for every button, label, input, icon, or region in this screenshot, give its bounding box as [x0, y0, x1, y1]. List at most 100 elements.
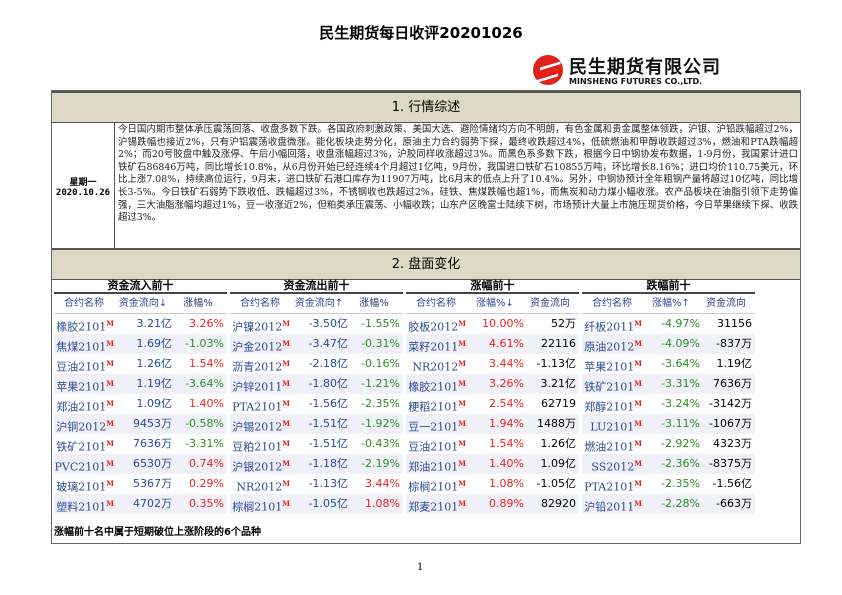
- table-row[interactable]: 郑醇2101M -3.24% -3142万: [582, 394, 755, 414]
- change-pct: -2.19%: [361, 457, 400, 470]
- column-header[interactable]: 合约名称: [240, 298, 280, 309]
- contract-name: LU2101M: [590, 419, 642, 434]
- contract-name: 沪锡2012M: [232, 419, 290, 434]
- table-row[interactable]: 塑料2101M 4702万 0.35%: [54, 494, 227, 514]
- main-contract-marker: M: [634, 479, 642, 488]
- column-header[interactable]: 资金流向↑: [294, 298, 344, 309]
- table-row[interactable]: 沪锌2011M -1.80亿 -1.21%: [230, 374, 403, 394]
- table-row[interactable]: LU2101M -3.11% -1067万: [582, 414, 755, 434]
- table-row[interactable]: 铁矿2101M -3.31% 7636万: [582, 374, 755, 394]
- table-row[interactable]: 棕榈2101M -1.05亿 1.08%: [230, 494, 403, 514]
- change-pct: 3.44%: [489, 357, 524, 370]
- table-row[interactable]: 铁矿2101M 7636万 -3.31%: [54, 434, 227, 454]
- main-contract-marker: M: [282, 399, 290, 408]
- contract-name: 粳稻2101M: [408, 399, 466, 414]
- table-row[interactable]: 沪铅2011M -2.28% -663万: [582, 494, 755, 514]
- table-row[interactable]: 胶板2012M 10.00% 52万: [406, 314, 579, 334]
- table-row[interactable]: 纤板2011M -4.97% 31156: [582, 314, 755, 334]
- change-pct: 2.54%: [489, 397, 524, 410]
- column-header[interactable]: 合约名称: [592, 298, 632, 309]
- column-header[interactable]: 合约名称: [64, 298, 104, 309]
- change-pct: -2.92%: [661, 437, 700, 450]
- contract-name: 苹果2101M: [584, 359, 642, 374]
- table-row[interactable]: 豆油2101M 1.26亿 1.54%: [54, 354, 227, 374]
- fund-flow: -3.50亿: [308, 317, 348, 330]
- table-row[interactable]: PTA2101M -2.35% -1.56亿: [582, 474, 755, 494]
- change-pct: -1.21%: [361, 377, 400, 390]
- column-header[interactable]: 涨幅%: [359, 298, 389, 309]
- change-pct: 1.08%: [365, 497, 400, 510]
- contract-name: 塑料2101M: [56, 499, 114, 514]
- table-row[interactable]: 粳稻2101M 2.54% 62719: [406, 394, 579, 414]
- table-row[interactable]: 沪银2012M -1.18亿 -2.19%: [230, 454, 403, 474]
- change-pct: -1.92%: [361, 417, 400, 430]
- change-pct: -3.11%: [661, 417, 700, 430]
- table-row[interactable]: 郑麦2101M 0.89% 82920: [406, 494, 579, 514]
- change-pct: -3.64%: [661, 357, 700, 370]
- fund-flow: -1.56亿: [712, 477, 752, 490]
- change-pct: -4.09%: [661, 337, 700, 350]
- column-header[interactable]: 资金流向: [706, 298, 746, 309]
- table-row[interactable]: 焦煤2101M 1.69亿 -1.03%: [54, 334, 227, 354]
- table-row[interactable]: 燃油2101M -2.92% 4323万: [582, 434, 755, 454]
- table-row[interactable]: 郑油2101M 1.40% 1.09亿: [406, 454, 579, 474]
- table-row[interactable]: 橡胶2101M 3.26% 3.21亿: [406, 374, 579, 394]
- column-header[interactable]: 合约名称: [416, 298, 456, 309]
- column-header[interactable]: 资金流向: [530, 298, 570, 309]
- table-row[interactable]: 沪锡2012M -1.51亿 -1.92%: [230, 414, 403, 434]
- column-header[interactable]: 涨幅%: [183, 298, 213, 309]
- table-row[interactable]: PTA2101M -1.56亿 -2.35%: [230, 394, 403, 414]
- date-cell: 星期一 2020.10.26: [52, 122, 115, 250]
- table-row[interactable]: 橡胶2101M 3.21亿 3.26%: [54, 314, 227, 334]
- contract-name: 橡胶2101M: [408, 379, 466, 394]
- table-row[interactable]: 豆油2101M 1.54% 1.26亿: [406, 434, 579, 454]
- fund-flow: -1.05亿: [308, 497, 348, 510]
- main-contract-marker: M: [106, 439, 114, 448]
- column-header[interactable]: 涨幅%↑: [652, 298, 690, 309]
- table-row[interactable]: PVC2101M 6530万 0.74%: [54, 454, 227, 474]
- contract-name: 沪镍2012M: [232, 319, 290, 334]
- main-contract-marker: M: [458, 399, 466, 408]
- change-pct: 1.40%: [489, 457, 524, 470]
- table-row[interactable]: 棕榈2101M 1.08% -1.05亿: [406, 474, 579, 494]
- change-pct: 1.40%: [189, 397, 224, 410]
- table-row[interactable]: NR2012M -1.13亿 3.44%: [230, 474, 403, 494]
- contract-name: 豆油2101M: [56, 359, 114, 374]
- table-row[interactable]: 郑油2101M 1.09亿 1.40%: [54, 394, 227, 414]
- fund-flow: 22116: [541, 337, 576, 350]
- main-contract-marker: M: [634, 459, 642, 468]
- table-row[interactable]: 原油2012M -4.09% -837万: [582, 334, 755, 354]
- table-row[interactable]: 苹果2101M -3.64% 1.19亿: [582, 354, 755, 374]
- report-title: 民生期货每日收评20201026: [319, 24, 523, 42]
- table-title: 跌幅前十: [582, 280, 755, 294]
- date: 2020.10.26: [55, 187, 111, 198]
- table-row[interactable]: 沥青2012M -2.18亿 -0.16%: [230, 354, 403, 374]
- change-pct: -1.55%: [361, 317, 400, 330]
- contract-name: 沪铅2011M: [584, 499, 642, 514]
- table-row[interactable]: NR2012M 3.44% -1.13亿: [406, 354, 579, 374]
- table-row[interactable]: 豆一2101M 1.94% 1488万: [406, 414, 579, 434]
- table-row[interactable]: 豆粕2101M -1.51亿 -0.43%: [230, 434, 403, 454]
- fund-flow: -1.51亿: [308, 417, 348, 430]
- table-row[interactable]: SS2012M -2.36% -8375万: [582, 454, 755, 474]
- table-row[interactable]: 苹果2101M 1.19亿 -3.64%: [54, 374, 227, 394]
- table-row[interactable]: 沪金2012M -3.47亿 -0.31%: [230, 334, 403, 354]
- table-row[interactable]: 菜籽2011M 4.61% 22116: [406, 334, 579, 354]
- table-title: 涨幅前十: [406, 280, 579, 294]
- contract-name: SS2012M: [591, 459, 642, 474]
- fund-flow: -1.18亿: [308, 457, 348, 470]
- weekday: 星期一: [69, 177, 97, 188]
- column-header[interactable]: 涨幅%↓: [476, 298, 514, 309]
- change-pct: 0.74%: [189, 457, 224, 470]
- table-row[interactable]: 沪镍2012M -3.50亿 -1.55%: [230, 314, 403, 334]
- fund-flow: 3.21亿: [540, 377, 577, 390]
- column-header[interactable]: 资金流向↓: [118, 298, 168, 309]
- fund-flow: -1.80亿: [308, 377, 348, 390]
- fund-flow: -837万: [716, 337, 752, 350]
- table-0: 资金流入前十 合约名称 资金流向↓ 涨幅% 橡胶2101M 3.21亿 3.26% 焦煤210…: [54, 280, 227, 514]
- change-pct: 1.08%: [489, 477, 524, 490]
- table-row[interactable]: 玻璃2101M 5367万 0.29%: [54, 474, 227, 494]
- change-pct: 3.44%: [365, 477, 400, 490]
- fund-flow: 4702万: [133, 497, 172, 510]
- table-row[interactable]: 沪铜2012M 9453万 -0.58%: [54, 414, 227, 434]
